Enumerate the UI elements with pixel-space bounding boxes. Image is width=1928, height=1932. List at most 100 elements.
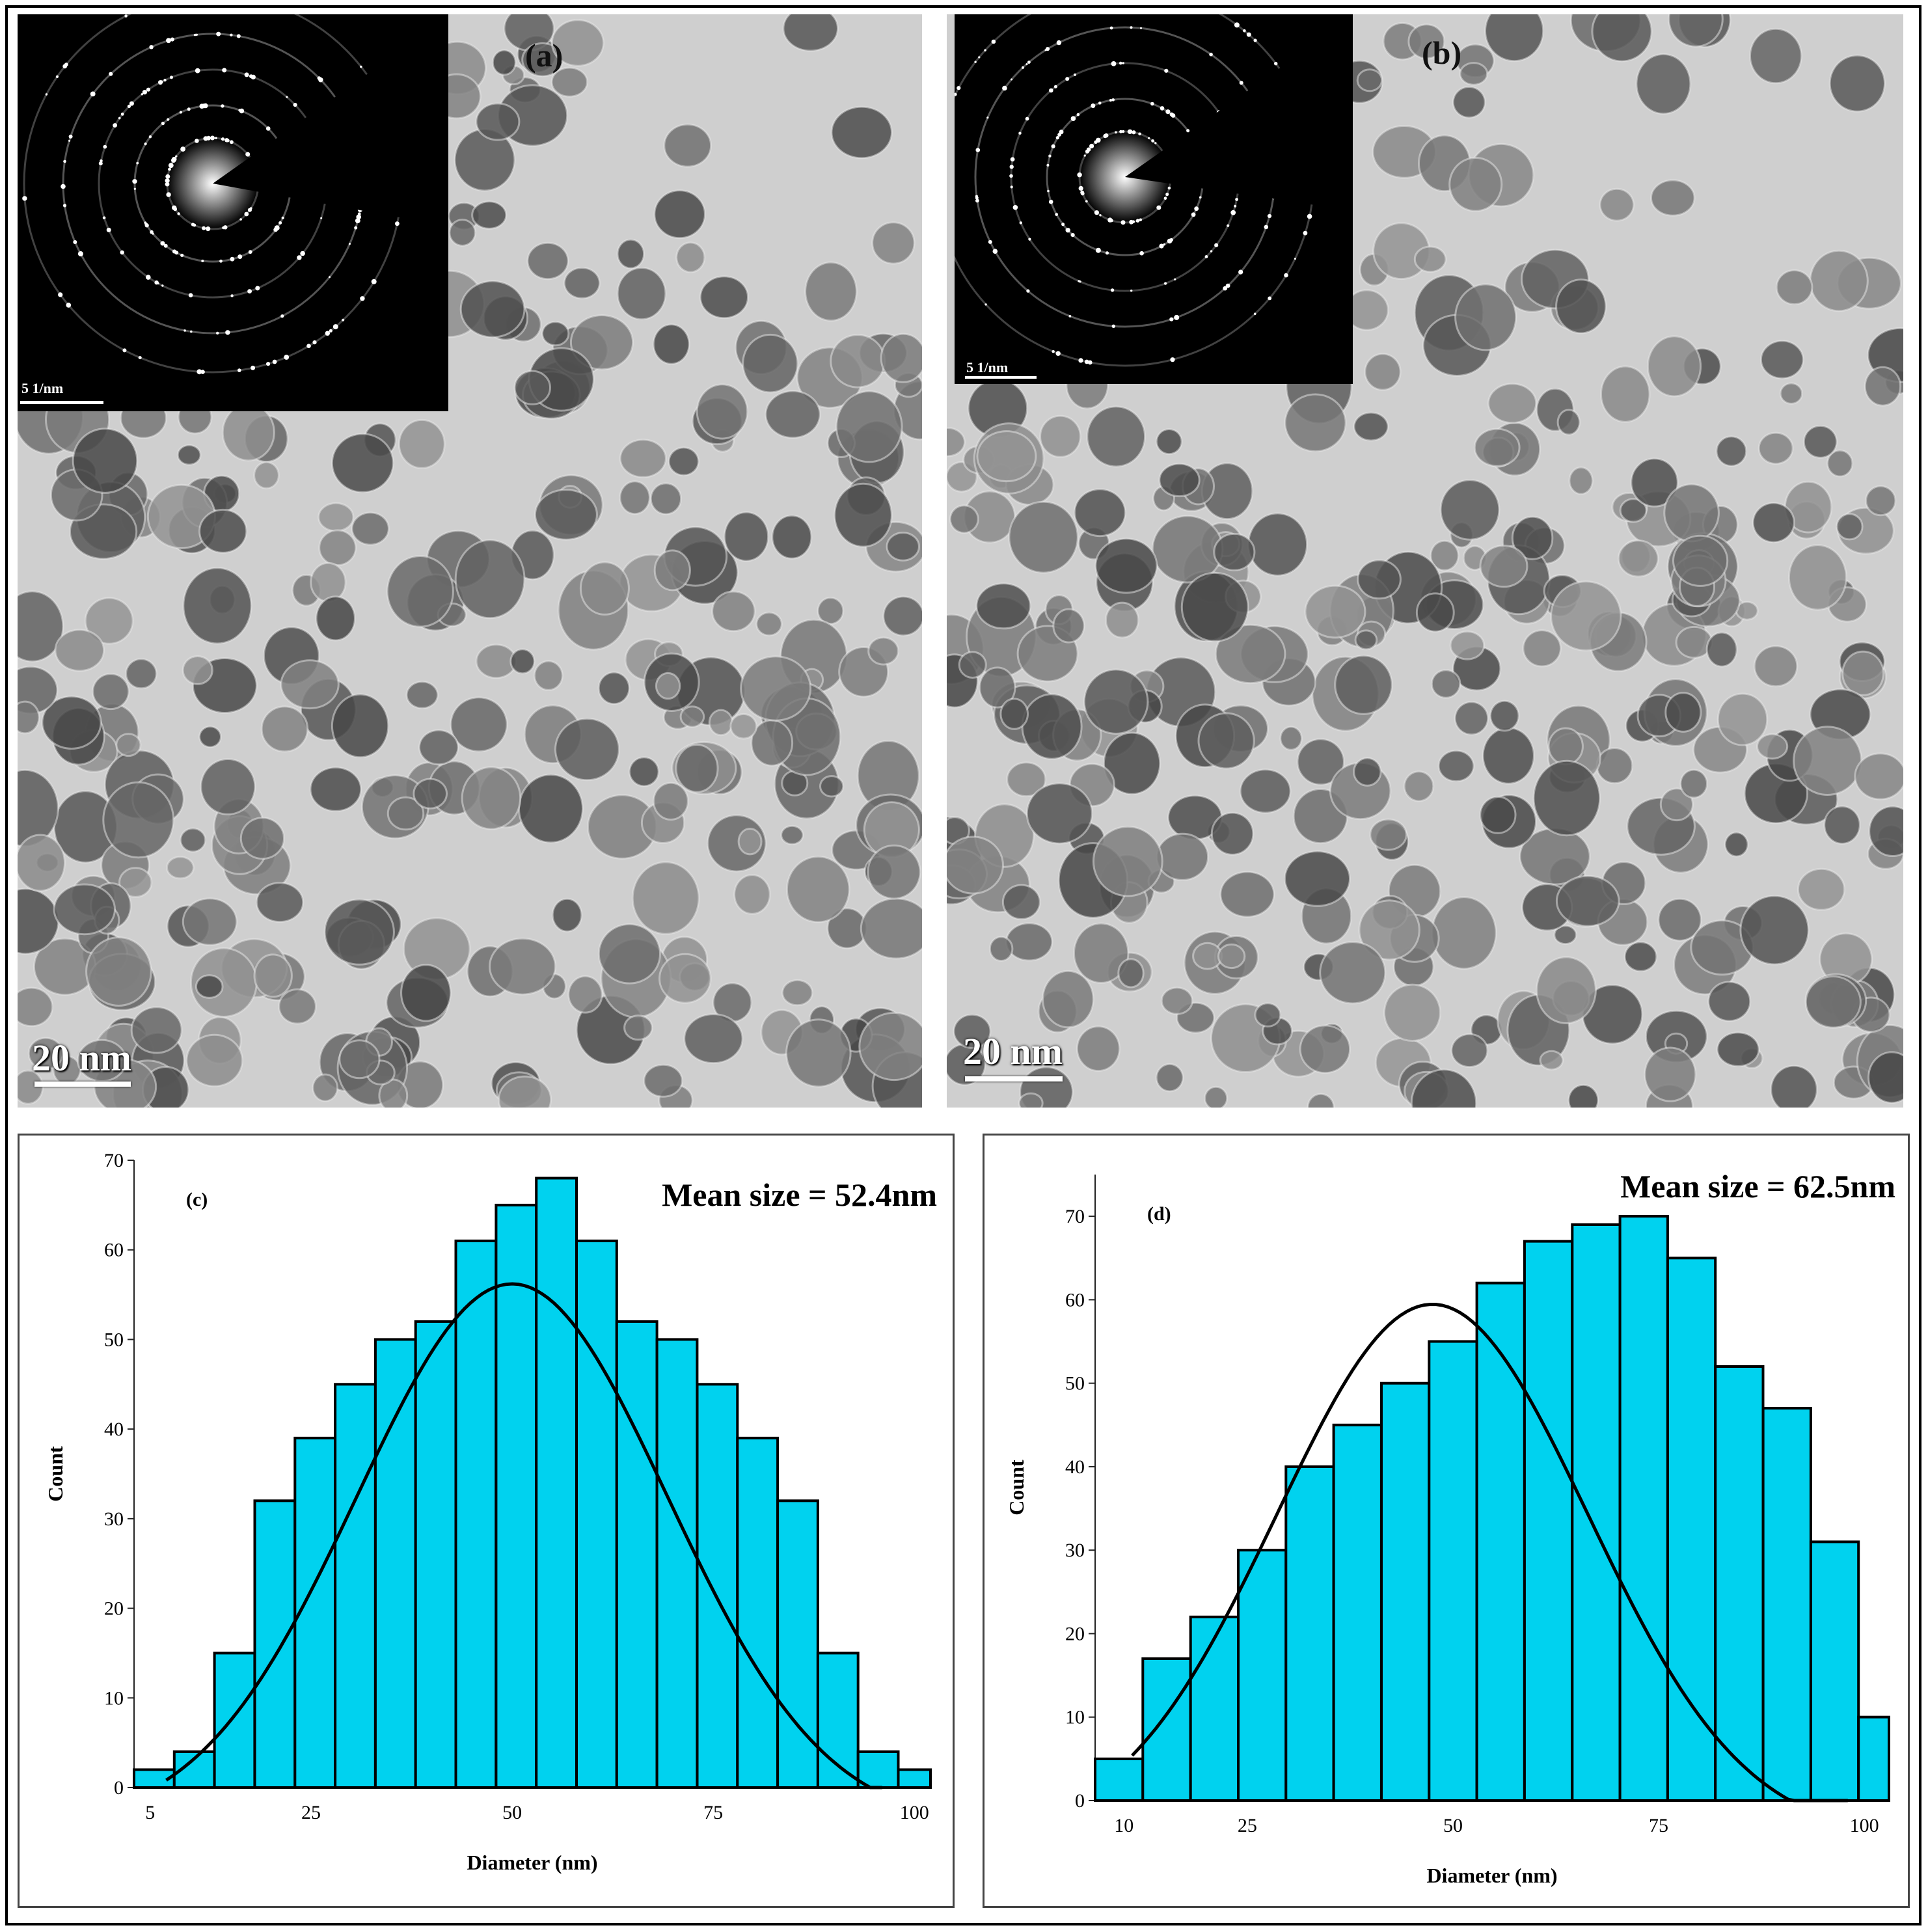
nanoparticle bbox=[27, 1037, 64, 1070]
diffraction-spot bbox=[1174, 315, 1179, 320]
diffraction-spot bbox=[55, 75, 59, 78]
nanoparticle bbox=[1299, 1024, 1351, 1074]
nanoparticle bbox=[18, 590, 64, 662]
diffraction-spot bbox=[160, 241, 165, 246]
diffraction-spot bbox=[144, 143, 147, 146]
nanoparticle bbox=[541, 321, 570, 347]
nanoparticle bbox=[554, 717, 620, 782]
nanoparticle bbox=[1358, 899, 1420, 961]
nanoparticle bbox=[1854, 752, 1903, 800]
diffraction-spot bbox=[320, 217, 323, 219]
nanoparticle bbox=[1568, 1083, 1599, 1108]
nanoparticle bbox=[675, 241, 706, 273]
diffraction-spot bbox=[73, 240, 77, 244]
nanoparticle bbox=[781, 979, 813, 1007]
histogram-bar bbox=[655, 1338, 699, 1789]
diffraction-spot bbox=[1264, 224, 1269, 230]
histogram-bar bbox=[495, 1203, 538, 1789]
nanoparticle bbox=[1383, 983, 1441, 1042]
diffraction-spot bbox=[255, 286, 260, 291]
nanoparticle bbox=[1094, 537, 1158, 594]
nanoparticle bbox=[655, 672, 681, 700]
diffraction-spot bbox=[1109, 99, 1112, 102]
nanoparticle bbox=[1659, 787, 1694, 822]
nanoparticle bbox=[278, 988, 317, 1025]
diffraction-spot bbox=[199, 103, 205, 109]
histogram-bar bbox=[1475, 1281, 1526, 1802]
diffraction-spot bbox=[1095, 247, 1101, 253]
nanoparticle bbox=[1430, 539, 1460, 571]
nanoparticle bbox=[1600, 365, 1651, 423]
nanoparticle bbox=[338, 1039, 381, 1080]
histogram-bar bbox=[615, 1320, 659, 1789]
diffraction-spot bbox=[1047, 189, 1050, 193]
nanoparticle bbox=[1354, 629, 1378, 651]
diffraction-spot bbox=[239, 108, 245, 114]
nanoparticle bbox=[255, 882, 305, 923]
diffraction-spot bbox=[1061, 223, 1065, 226]
nanoparticle bbox=[978, 666, 1016, 709]
diffraction-spot bbox=[1227, 224, 1230, 227]
diffraction-spot bbox=[247, 289, 252, 293]
nanoparticle bbox=[1454, 701, 1489, 736]
diffraction-spot bbox=[179, 111, 182, 114]
nanoparticle bbox=[597, 671, 631, 705]
diffraction-spot bbox=[1130, 26, 1133, 29]
mean-size-label: Mean size = 52.4nm bbox=[662, 1177, 937, 1213]
nanoparticle bbox=[1756, 733, 1789, 760]
diffraction-spot bbox=[1230, 210, 1236, 215]
diffraction-spot bbox=[1055, 351, 1061, 356]
nanoparticle bbox=[1039, 415, 1081, 458]
diffraction-spot bbox=[132, 179, 137, 184]
diffraction-spot bbox=[1028, 238, 1031, 241]
diffraction-spot bbox=[1169, 112, 1174, 116]
nanoparticle bbox=[533, 660, 563, 691]
nanoparticle bbox=[882, 595, 922, 637]
diffraction-spot bbox=[1204, 255, 1208, 258]
nanoparticle bbox=[418, 729, 459, 766]
nanoparticle bbox=[830, 334, 886, 388]
nanoparticle bbox=[958, 651, 987, 679]
diffraction-spot bbox=[244, 72, 249, 77]
nanoparticle bbox=[1356, 68, 1383, 92]
diffraction-spot bbox=[203, 103, 208, 109]
nanoparticle bbox=[871, 221, 916, 265]
diffraction-spot bbox=[120, 250, 124, 255]
diffraction-spot bbox=[167, 118, 170, 121]
diffraction-spot bbox=[62, 64, 68, 69]
nanoparticle bbox=[567, 975, 603, 1014]
diffraction-spot bbox=[166, 38, 171, 44]
diffraction-spot bbox=[102, 216, 106, 220]
nanoparticle bbox=[509, 648, 536, 675]
nanoparticle bbox=[312, 1073, 339, 1102]
nanoparticle bbox=[1770, 1065, 1818, 1108]
nanoparticle bbox=[1646, 335, 1702, 398]
diffraction-spot bbox=[984, 49, 986, 52]
nanoparticle bbox=[280, 659, 340, 710]
nanoparticle bbox=[1841, 650, 1884, 696]
nanoparticle bbox=[1437, 750, 1475, 783]
inset-scale-label-a: 5 1/nm bbox=[21, 380, 64, 396]
diffraction-spot bbox=[354, 226, 358, 230]
diffraction-spot bbox=[1170, 357, 1175, 362]
diffraction-pattern-b bbox=[955, 14, 1353, 367]
nanoparticle bbox=[623, 1014, 653, 1041]
nanoparticle bbox=[551, 897, 583, 932]
beam-stop bbox=[1125, 36, 1353, 207]
nanoparticle bbox=[18, 834, 66, 892]
nanoparticle bbox=[1724, 831, 1749, 858]
diffraction-spot bbox=[986, 116, 989, 119]
nanoparticle bbox=[398, 418, 446, 469]
diffraction-spot bbox=[1044, 49, 1047, 51]
nanoparticle bbox=[471, 200, 508, 230]
nanoparticle bbox=[1180, 571, 1249, 642]
diffraction-spot bbox=[45, 93, 48, 96]
diffraction-spot bbox=[66, 303, 72, 308]
nanoparticle bbox=[400, 964, 452, 1022]
diffraction-spot bbox=[1150, 102, 1154, 106]
nanoparticle bbox=[785, 1018, 852, 1088]
x-tick-label: 50 bbox=[502, 1802, 522, 1823]
nanoparticle bbox=[1595, 747, 1634, 785]
diffraction-spot bbox=[238, 368, 241, 372]
nanoparticle bbox=[1809, 249, 1869, 312]
